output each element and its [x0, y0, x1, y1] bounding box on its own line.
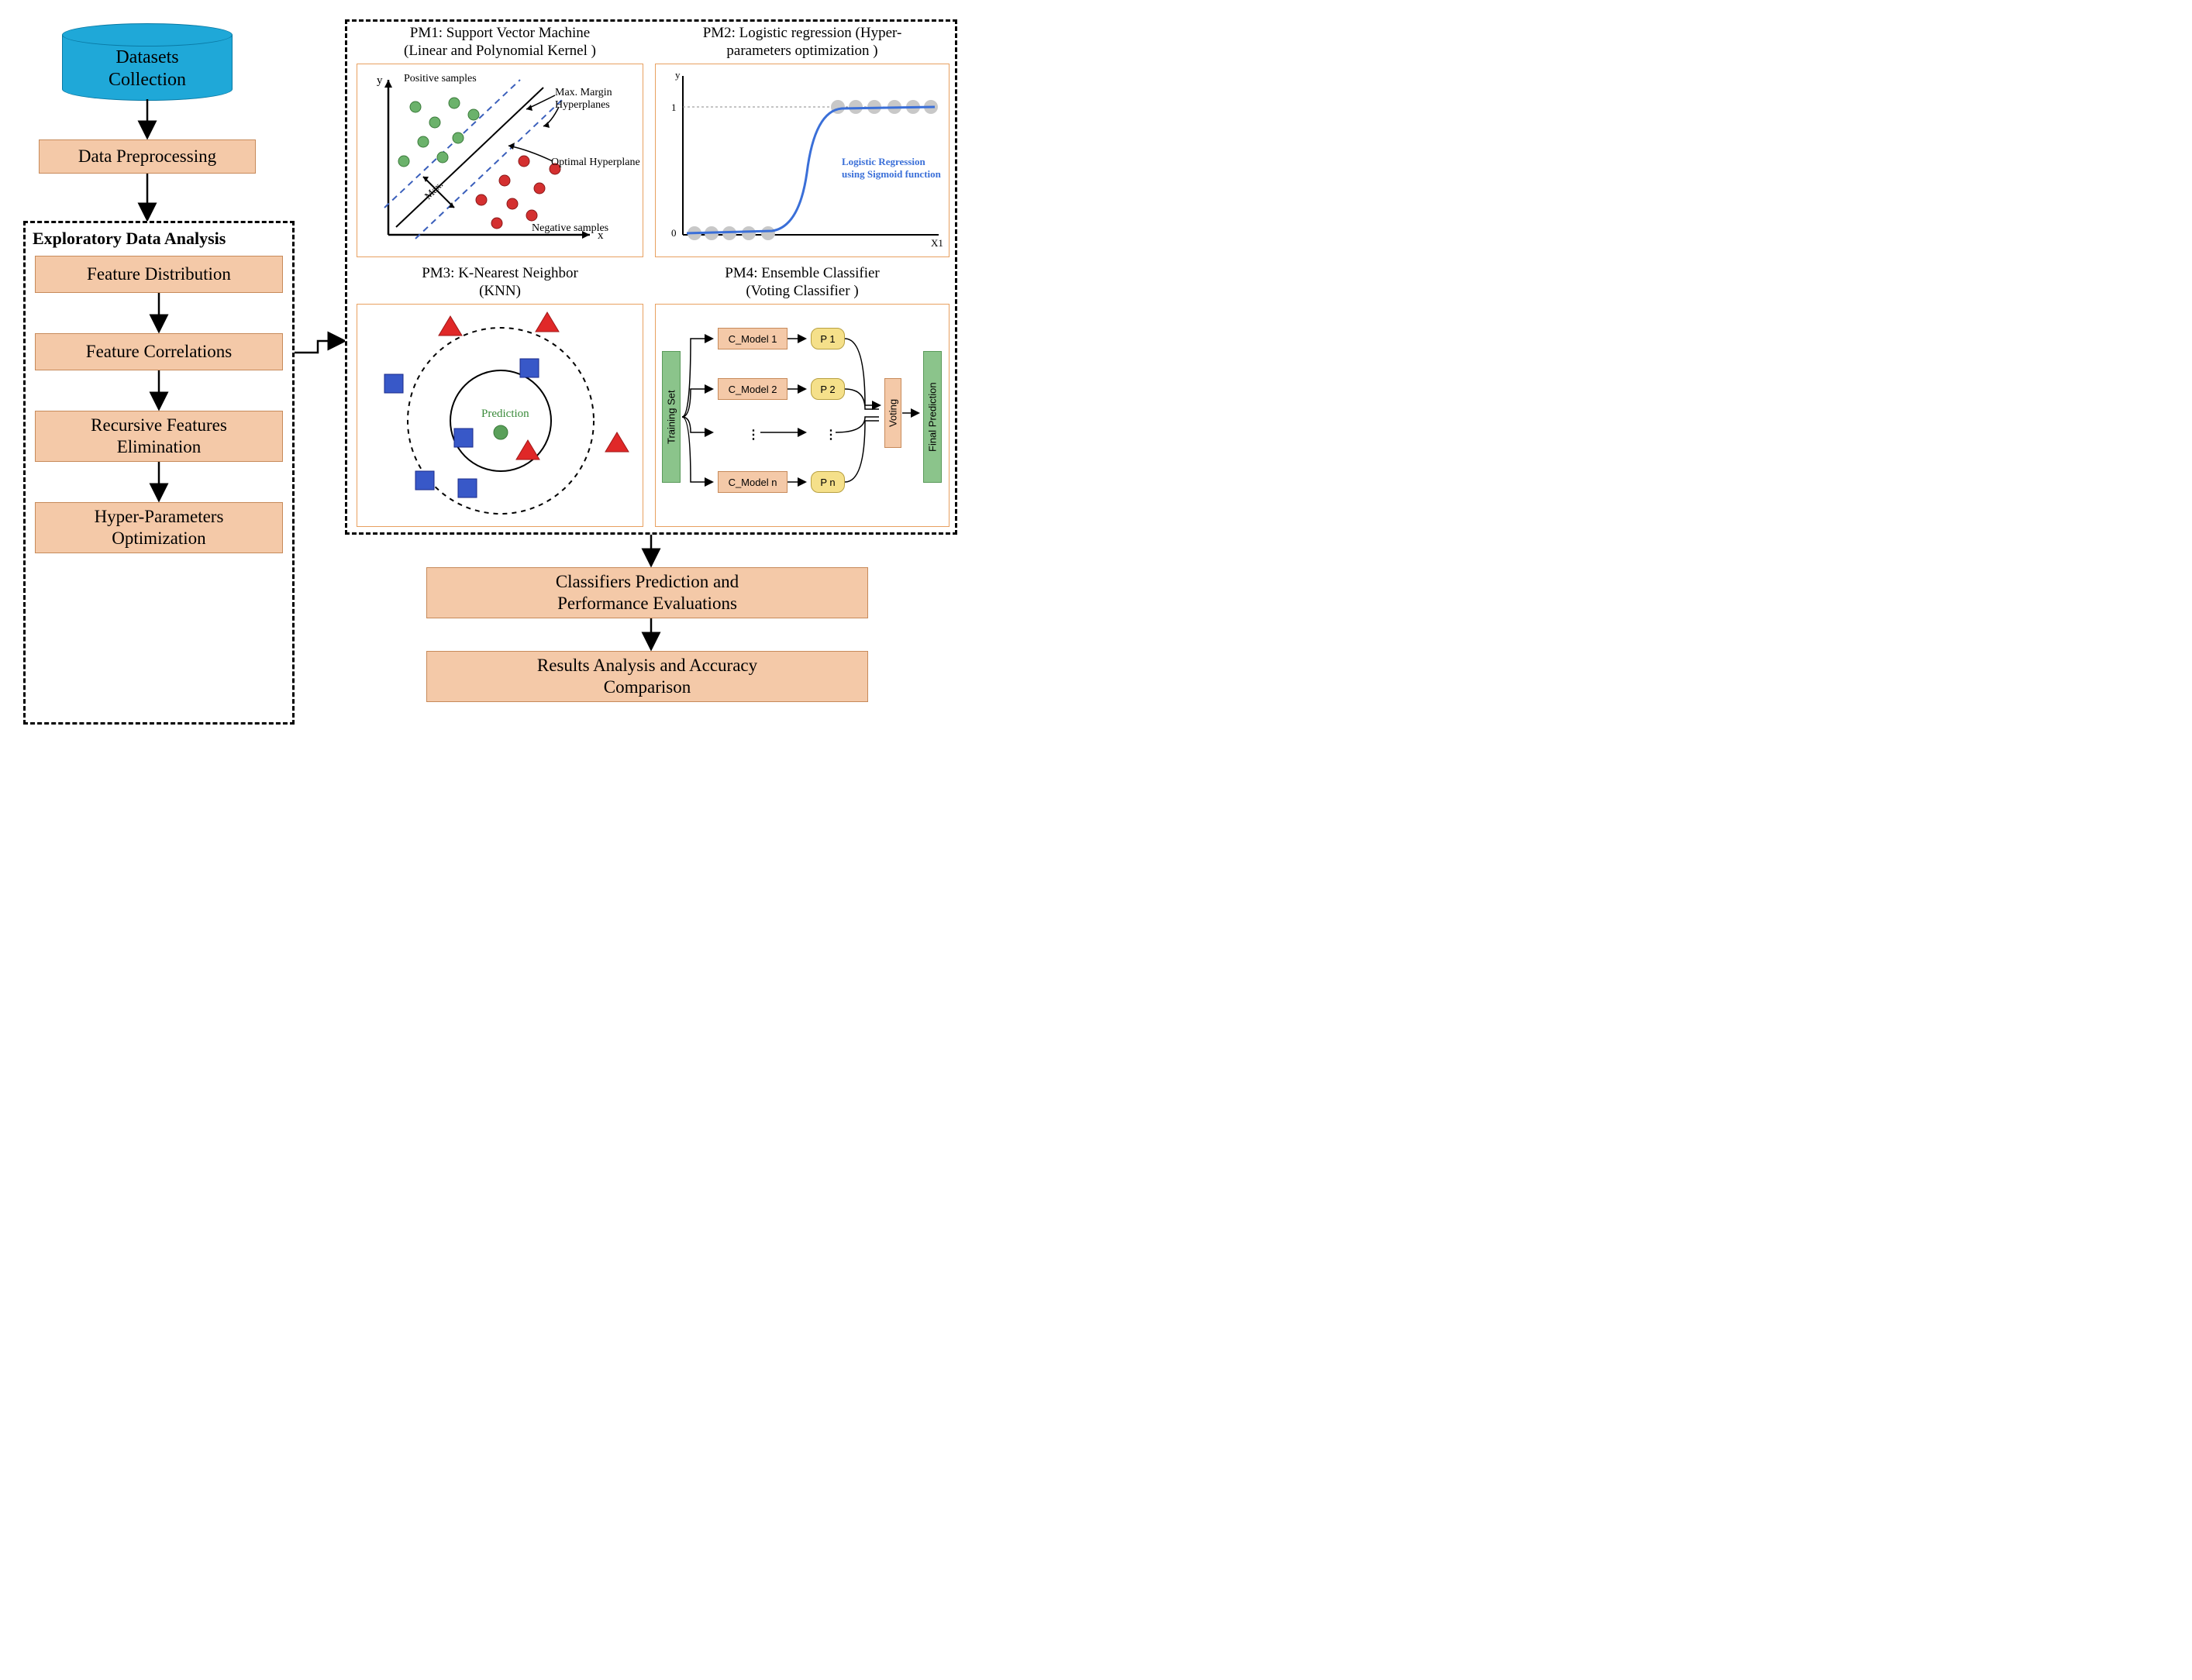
rfe-box: Recursive Features Elimination	[35, 411, 283, 462]
cylinder-line2: Collection	[109, 70, 186, 90]
arrow-eda-1	[155, 293, 171, 332]
feature-correlations-label: Feature Correlations	[86, 341, 232, 363]
feature-correlations-box: Feature Correlations	[35, 333, 283, 370]
pm4-panel: Training Set C_Model 1 P 1 C_Model 2 P 2…	[655, 304, 950, 527]
arrow-eval-to-results	[647, 618, 663, 649]
eval-box: Classifiers Prediction and Performance E…	[426, 567, 868, 618]
cmodel1-box: C_Model 1	[718, 328, 788, 349]
pm3-title: PM3: K-Nearest Neighbor (KNN)	[357, 265, 643, 301]
model-dots: ⋮	[747, 427, 760, 442]
svg-text:Prediction: Prediction	[481, 408, 529, 420]
feature-distribution-box: Feature Distribution	[35, 256, 283, 293]
cmodeln-box: C_Model n	[718, 471, 788, 493]
p2-box: P 2	[811, 378, 845, 400]
rfe-label: Recursive Features Elimination	[91, 415, 227, 457]
arrow-cyl-to-prep	[143, 99, 159, 138]
svg-text:0: 0	[671, 227, 677, 239]
eval-label: Classifiers Prediction and Performance E…	[556, 571, 739, 614]
results-label: Results Analysis and Accuracy Comparison	[537, 655, 757, 697]
cylinder-line1: Datasets	[115, 47, 178, 67]
feature-distribution-label: Feature Distribution	[87, 263, 231, 285]
svg-text:Optimal Hyperplane: Optimal Hyperplane	[551, 157, 640, 168]
pm1-svg: x y Max.	[357, 64, 644, 258]
pm2-svg: X1 y 1 0 Logistic Regression using Sigmo…	[656, 64, 950, 258]
pm1-panel: x y Max.	[357, 64, 643, 257]
arrow-eda-to-pm-corner	[295, 337, 349, 360]
svg-text:Max. Margin: Max. Margin	[555, 87, 612, 98]
arrow-pm-to-eval	[647, 535, 663, 566]
pn-box: P n	[811, 471, 845, 493]
data-preprocessing-box: Data Preprocessing	[39, 139, 256, 174]
cmodel2-box: C_Model 2	[718, 378, 788, 400]
arrow-prep-to-eda	[143, 174, 159, 220]
hyper-box: Hyper-Parameters Optimization	[35, 502, 283, 553]
svg-text:Negative samples: Negative samples	[532, 222, 608, 234]
arrow-eda-3	[155, 462, 171, 501]
pm4-title: PM4: Ensemble Classifier (Voting Classif…	[655, 265, 950, 301]
pm3-panel: Prediction	[357, 304, 643, 527]
pm2-title: PM2: Logistic regression (Hyper- paramet…	[655, 25, 950, 60]
pm3-svg: Prediction	[357, 305, 644, 528]
svg-text:1: 1	[671, 102, 677, 113]
eda-title: Exploratory Data Analysis	[33, 229, 226, 249]
pm1-title: PM1: Support Vector Machine (Linear and …	[357, 25, 643, 60]
results-box: Results Analysis and Accuracy Comparison	[426, 651, 868, 702]
hyper-label: Hyper-Parameters Optimization	[95, 506, 224, 549]
p-dots: ⋮	[825, 427, 837, 442]
voting-box: Voting	[884, 378, 901, 448]
svg-text:y: y	[675, 69, 681, 81]
training-set-box: Training Set	[662, 351, 681, 483]
datasets-cylinder: Datasets Collection	[62, 23, 233, 101]
arrow-eda-2	[155, 370, 171, 409]
svg-text:Positive samples: Positive samples	[404, 73, 477, 84]
svg-text:X1: X1	[931, 237, 943, 249]
svg-text:y: y	[377, 74, 383, 87]
svg-text:Logistic Regression: Logistic Regression	[842, 156, 925, 167]
p1-box: P 1	[811, 328, 845, 349]
pm4-connections	[656, 305, 950, 528]
svg-text:Hyperplanes: Hyperplanes	[555, 99, 610, 111]
pm2-panel: X1 y 1 0 Logistic Regression using Sigmo…	[655, 64, 950, 257]
data-preprocessing-label: Data Preprocessing	[78, 146, 216, 167]
final-prediction-box: Final Prediction	[923, 351, 942, 483]
svg-text:using Sigmoid function: using Sigmoid function	[842, 168, 942, 180]
